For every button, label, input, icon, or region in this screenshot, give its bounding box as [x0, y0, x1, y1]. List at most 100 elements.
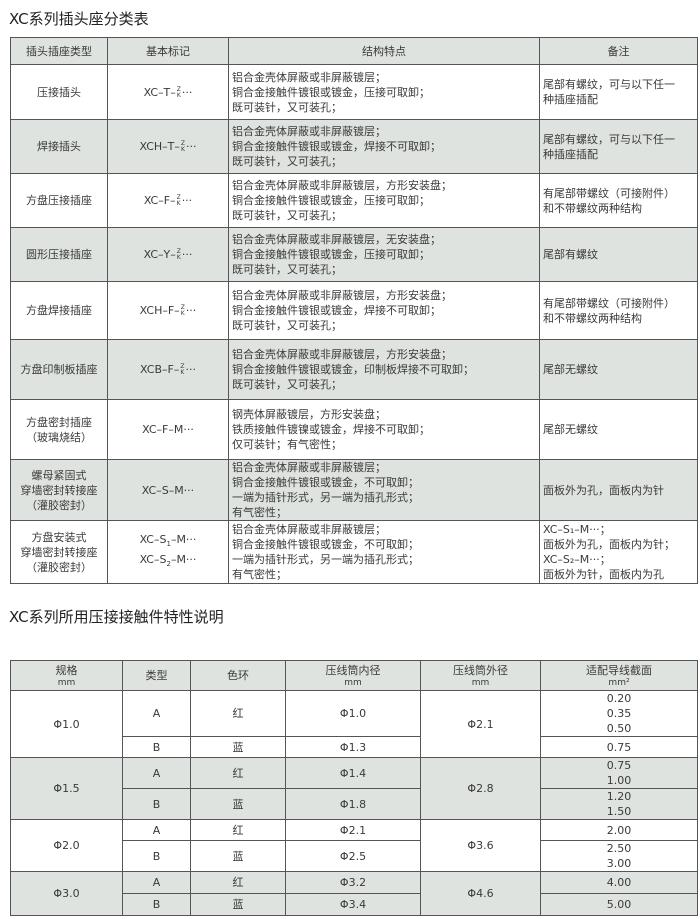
table-row: 螺母紧固式 穿墙密封转接座 （灌胶密封） XC–S–M··· 铝合金壳体屏蔽或非屏蔽镀层…: [10, 459, 698, 521]
wire-value: 0.35: [606, 707, 632, 720]
feature-line: 既可装针，又可装孔；: [232, 209, 342, 222]
mark-prefix: XC–S: [139, 553, 167, 566]
type-line: 螺母紧固式: [31, 468, 87, 482]
structure-features: 铝合金壳体屏蔽或非屏蔽镀层； 铜合金接触件镀银或镀金，焊接不可取卸； 既可装针，又可…: [228, 119, 540, 174]
header-type: 插头插座类型: [10, 37, 108, 65]
table-row: Φ3.0 A 红 Φ3.2 Φ4.6 4.00: [10, 871, 698, 916]
structure-features: 铝合金壳体屏蔽或非屏蔽镀层； 铜合金接触件镀银或镀金，不可取卸； 一端为插针形式，另…: [228, 459, 540, 521]
note-line: XC–S₂–M···；: [543, 553, 611, 566]
table-row: 圆形压接插座 XC–Y– Z K ··· 铝合金壳体屏蔽或非屏蔽镀层，无安装盘； 铜合金接触…: [10, 227, 698, 282]
note-line: 有尾部带螺纹（可接附件）: [543, 296, 675, 310]
header-label: 适配导线截面: [586, 663, 652, 677]
note-line: 有尾部带螺纹（可接附件）: [543, 186, 675, 200]
structure-features: 钢壳体屏蔽镀层，方形安装盘； 铁质接触件镀镍或镀金，焊接不可取卸； 仅可装针；有气密…: [228, 399, 540, 460]
wire-value: 1.50: [606, 805, 632, 818]
table-row: Φ2.0 A 红 Φ2.1 Φ3.6 2.00: [10, 819, 698, 872]
header-col: 压线筒内径 mm: [285, 660, 421, 691]
mark-top: Z: [180, 363, 185, 370]
header-unit: mm: [57, 677, 76, 688]
wire-value: 3.00: [606, 857, 632, 870]
feature-line: 铜合金接触件镀银或镀金，不可取卸；: [232, 538, 419, 551]
mark-suffix: ···: [181, 85, 193, 99]
mark-subscript: 2: [166, 560, 171, 569]
note-line: 面板外为针，面板内为孔: [543, 568, 664, 581]
color-ring: 蓝: [190, 736, 286, 758]
feature-line: 铜合金接触件镀银或镀金，印制板焊接不可取卸；: [232, 363, 474, 376]
header-col: 规格 mm: [10, 660, 123, 691]
table-row: 方盘压接插座 XC–F– Z K ··· 铝合金壳体屏蔽或非屏蔽镀层，方形安装盘； 铜合金接…: [10, 173, 698, 228]
note-line: 种插座插配: [543, 93, 598, 106]
note-line: XC–S₁–M···；: [543, 523, 611, 536]
inner-diameter: Φ1.3: [285, 736, 421, 758]
feature-line: 铝合金壳体屏蔽或非屏蔽镀层，方形安装盘；: [232, 179, 452, 192]
mark-suffix: ···: [185, 363, 196, 376]
color-ring: 蓝: [190, 893, 286, 916]
header-col: 压线筒外径 mm: [420, 660, 541, 691]
mark-prefix: XCH–T–: [139, 140, 180, 153]
table2-title: XC系列所用压接接触件特性说明: [9, 608, 224, 626]
contact-type: B: [122, 736, 191, 758]
note-line: 尾部有螺纹: [543, 248, 598, 261]
notes: 尾部有螺纹，可与以下任一 种插座插配: [539, 64, 698, 120]
table-row: 压接插头 XC–T– Z K ··· 铝合金壳体屏蔽或非屏蔽镀层； 铜合金接触件镀银或镀金，…: [10, 64, 698, 120]
feature-line: 铝合金壳体屏蔽或非屏蔽镀层；: [232, 125, 386, 138]
feature-line: 铝合金壳体屏蔽或非屏蔽镀层；: [232, 70, 386, 84]
connector-type: 螺母紧固式 穿墙密封转接座 （灌胶密封）: [10, 459, 108, 521]
header-notes: 备注: [539, 37, 698, 65]
notes: 尾部无螺纹: [539, 399, 698, 460]
contact-type: A: [122, 871, 191, 894]
mark-prefix: XC–Y–: [143, 248, 176, 261]
feature-line: 有气密性；: [232, 506, 287, 519]
feature-line: 既可装针，又可装孔；: [232, 263, 342, 276]
notes: 尾部无螺纹: [539, 339, 698, 400]
feature-line: 既可装针，又可装孔；: [232, 319, 342, 332]
feature-line: 既可装针，又可装孔；: [232, 155, 342, 168]
mark-bottom: K: [180, 310, 185, 317]
header-col: 适配导线截面 mm²: [540, 660, 698, 691]
connector-type: 圆形压接插座: [10, 227, 108, 282]
inner-diameter: Φ1.4: [285, 757, 421, 789]
connector-type: 方盘密封插座 （玻璃烧结）: [10, 399, 108, 460]
mark-top: Z: [176, 85, 181, 93]
feature-line: 铜合金接触件镀银或镀金，压接可取卸；: [232, 85, 430, 99]
mark-top: Z: [176, 248, 181, 255]
basic-mark: XC–F– Z K ···: [107, 173, 229, 228]
table1-title: XC系列插头座分类表: [9, 10, 149, 28]
type-line: 穿墙密封转接座: [20, 545, 98, 559]
notes: 尾部有螺纹，可与以下任一 种插座插配: [539, 119, 698, 174]
connector-type: 方盘压接插座: [10, 173, 108, 228]
wire-value: 0.50: [606, 722, 632, 735]
notes: 有尾部带螺纹（可接附件） 和不带螺纹两种结构: [539, 173, 698, 228]
contact-type: B: [122, 788, 191, 820]
mark-bottom: K: [176, 91, 181, 99]
wire-section: 2.00: [540, 819, 698, 841]
note-line: 尾部无螺纹: [543, 423, 598, 436]
color-ring: 红: [190, 871, 286, 894]
wire-value: 2.00: [606, 823, 632, 837]
note-line: 和不带螺纹两种结构: [543, 311, 642, 325]
basic-mark: XC–Y– Z K ···: [107, 227, 229, 282]
wire-section: 0.20 0.35 0.50: [540, 690, 698, 737]
header-unit: mm: [344, 677, 362, 688]
type-line: 方盘密封插座: [26, 415, 92, 429]
color-ring: 蓝: [190, 788, 286, 820]
inner-diameter: Φ1.8: [285, 788, 421, 820]
wire-section: 2.50 3.00: [540, 840, 698, 872]
mark-line: XC–S2–M···: [111, 552, 225, 572]
contact-type: A: [122, 819, 191, 841]
inner-diameter: Φ1.0: [285, 690, 421, 737]
wire-section: 5.00: [540, 893, 698, 916]
outer-diameter: Φ2.8: [420, 757, 541, 820]
mark-top: Z: [176, 194, 181, 201]
mark-line: XC–S1–M···: [111, 532, 225, 552]
mark-line: XCH–T– Z K ···: [111, 139, 225, 154]
note-line: 尾部无螺纹: [543, 363, 598, 376]
feature-line: 铜合金接触件镀银或镀金，压接可取卸；: [232, 248, 430, 261]
mark-suffix: ···: [186, 140, 197, 153]
type-line: （玻璃烧结）: [26, 430, 92, 444]
inner-diameter: Φ3.4: [285, 893, 421, 916]
mark-bottom: K: [180, 146, 185, 153]
